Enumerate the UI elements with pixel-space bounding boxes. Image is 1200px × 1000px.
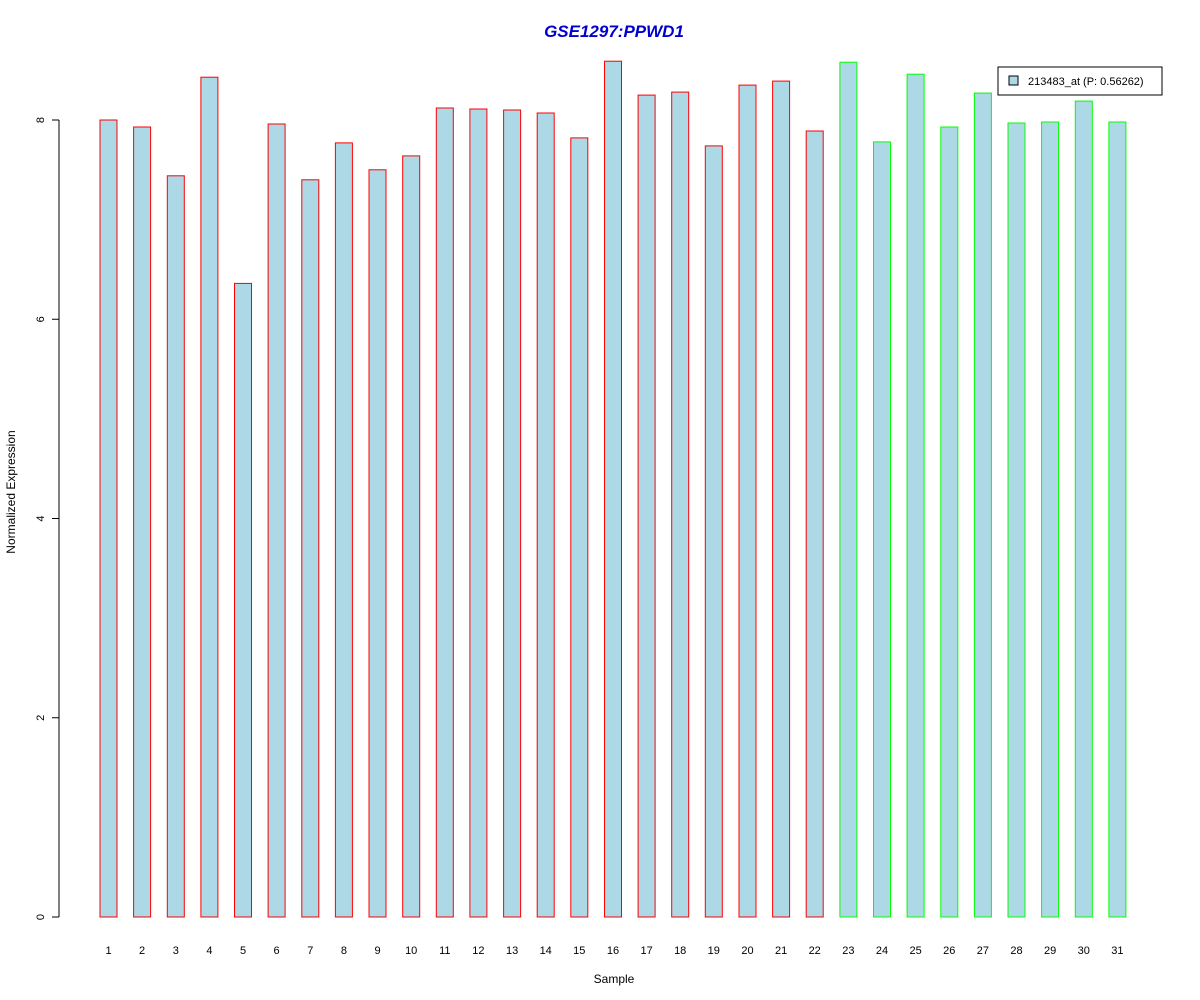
bar-sample-16	[604, 60, 622, 918]
x-tick-label: 2	[139, 945, 145, 957]
x-tick-label: 25	[909, 945, 921, 957]
x-tick-label: 26	[943, 945, 955, 957]
x-tick-label: 11	[439, 945, 450, 957]
x-tick-label: 17	[640, 945, 652, 957]
x-tick-label: 21	[775, 945, 787, 957]
x-tick-label: 16	[607, 945, 619, 957]
x-tick-label: 15	[573, 945, 585, 957]
x-tick-label: 8	[341, 945, 347, 957]
x-tick-label: 5	[240, 945, 246, 957]
bar-sample-17	[637, 94, 656, 918]
x-tick-label: 19	[708, 945, 720, 957]
bar-sample-21	[772, 80, 791, 918]
y-tick-label: 2	[35, 715, 47, 721]
x-tick-label: 27	[977, 945, 989, 957]
x-tick-label: 4	[206, 945, 212, 957]
x-tick-label: 9	[374, 945, 380, 957]
x-axis-label: Sample	[594, 972, 635, 986]
bar-sample-29	[1041, 121, 1060, 918]
x-tick-label: 29	[1044, 945, 1056, 957]
x-tick-label: 22	[809, 945, 821, 957]
x-tick-labels: 1 2 3 4 5 6 7 8 9 10 11 12 13 14 15 16 17 18 19 20 21 22 23 24 2…	[105, 945, 1123, 957]
x-tick-label: 3	[173, 945, 179, 957]
bar-sample-22	[805, 130, 824, 918]
x-tick-label: 20	[741, 945, 753, 957]
x-tick-label: 1	[105, 945, 111, 957]
bar-sample-30	[1074, 100, 1093, 918]
y-axis: 0 2 4 6 8	[35, 117, 60, 920]
y-tick-label: 6	[35, 316, 47, 322]
bar-sample-27	[973, 92, 992, 918]
bar-sample-8	[334, 142, 353, 918]
x-tick-label: 6	[274, 945, 280, 957]
x-tick-label: 7	[307, 945, 313, 957]
bar-sample-18	[671, 91, 690, 918]
legend: 213483_at (P: 0.56262)	[997, 66, 1163, 96]
legend-box	[997, 66, 1163, 96]
y-tick-label: 4	[35, 515, 47, 521]
x-tick-label: 30	[1078, 945, 1090, 957]
y-tick-label: 0	[35, 914, 47, 920]
bar-sample-7	[301, 179, 320, 918]
bar-sample-20	[738, 84, 757, 918]
bar-sample-26	[940, 126, 959, 918]
x-tick-label: 31	[1111, 945, 1123, 957]
x-tick-label: 13	[506, 945, 518, 957]
bar-sample-2	[133, 126, 152, 918]
x-tick-label: 12	[472, 945, 484, 957]
bar-sample-19	[704, 145, 723, 918]
bar-sample-14	[536, 112, 555, 918]
x-tick-label: 14	[540, 945, 552, 957]
bar-sample-1	[99, 119, 118, 918]
y-axis-label: Normalized Expression	[4, 430, 18, 553]
x-tick-label: 24	[876, 945, 888, 957]
bar-sample-3	[166, 175, 185, 918]
bar-sample-10	[402, 155, 421, 918]
x-tick-label: 23	[842, 945, 854, 957]
x-tick-label: 28	[1010, 945, 1022, 957]
bars-group	[99, 60, 1127, 918]
chart-title: GSE1297:PPWD1	[544, 22, 684, 41]
x-tick-label: 18	[674, 945, 686, 957]
legend-swatch	[1008, 75, 1019, 86]
bar-sample-11	[435, 107, 454, 918]
x-tick-label: 10	[405, 945, 417, 957]
bar-sample-31	[1108, 121, 1127, 918]
bar-sample-15	[570, 137, 589, 918]
y-tick-label: 8	[35, 117, 47, 123]
bar-sample-23	[839, 61, 858, 918]
bar-sample-13	[503, 109, 522, 918]
legend-entry-label: 213483_at (P: 0.56262)	[1028, 76, 1144, 88]
bar-sample-4	[200, 76, 219, 918]
bar-sample-12	[469, 108, 488, 918]
bar-sample-6	[267, 123, 286, 918]
bar-sample-9	[368, 169, 387, 918]
bar-sample-5	[234, 282, 252, 918]
bar-sample-24	[873, 141, 891, 918]
bar-sample-25	[906, 73, 925, 918]
bar-sample-28	[1007, 122, 1026, 918]
